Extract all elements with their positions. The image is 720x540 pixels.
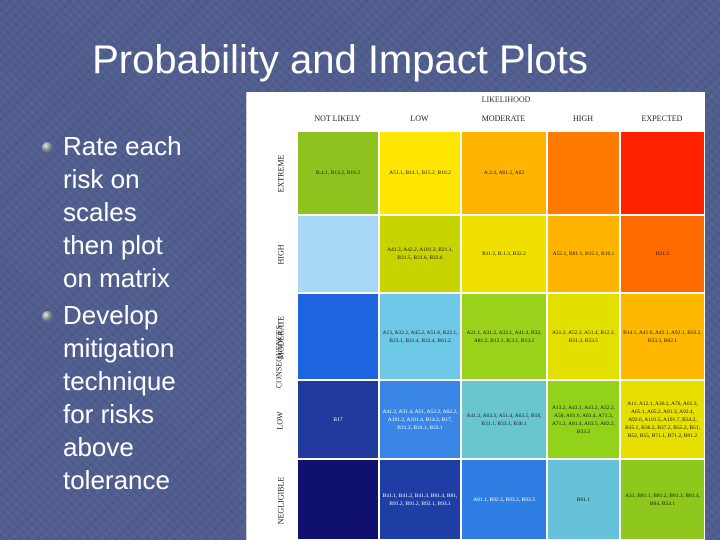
sphere-bullet-icon xyxy=(42,142,53,153)
matrix-cell: B61.1 xyxy=(547,459,620,540)
matrix-cell: B14.1, A41.6, A42.1, A92.1, B33.2, B33.3… xyxy=(620,293,705,380)
row-header-low: LOW xyxy=(264,380,297,459)
matrix-cell xyxy=(297,293,379,380)
sphere-bullet-icon xyxy=(42,311,53,322)
bullet-item: Develop mitigation technique for risks a… xyxy=(42,299,242,497)
matrix-cell: A13, A32.2, A45.2, A51.6, B22.1, B23.1, … xyxy=(379,293,461,380)
matrix-cell: A41.3, A42.2, A101.3, B21.1, B31.5, B31.… xyxy=(379,215,461,293)
matrix-cell: A55.1, B81.1, B15.1, B16.1 xyxy=(547,215,620,293)
slide-title: Probability and Impact Plots xyxy=(92,38,588,82)
matrix-cell: B17 xyxy=(297,380,379,459)
matrix-cell: A31.2, A52.2, A51.4, B12.2, B31.3, B33.5 xyxy=(547,293,620,380)
row-header-extreme: EXTREME xyxy=(264,131,297,215)
matrix-cell: A41.3, A63.3, A51.4, A63.5, B18, B31.1, … xyxy=(461,380,547,459)
bullet-list: Rate each risk on scales then plot on ma… xyxy=(42,130,242,501)
matrix-cell xyxy=(620,131,705,215)
row-header-negligible: NEGLIGIBLE xyxy=(264,459,297,540)
matrix-cell: A.2.3, A61.2, A62 xyxy=(461,131,547,215)
row-header-label: HIGH xyxy=(276,244,285,265)
matrix-cell: A51.1, B14.1, B15.2, B16.2 xyxy=(379,131,461,215)
matrix-cell: B41.1, B41.2, B41.3, B61.4, B81, B91.2, … xyxy=(379,459,461,540)
row-header-label: NEGLIGIBLE xyxy=(276,476,286,524)
risk-matrix: LIKELIHOOD CONSEQUENCES NOT LIKELY LOW MOD… xyxy=(246,92,705,540)
matrix-cell: B11.2, B.1.3, B32.2 xyxy=(461,215,547,293)
likelihood-label: LIKELIHOOD xyxy=(481,95,531,104)
row-header-high: HIGH xyxy=(264,215,297,293)
matrix-cell: A11, A12.1, A36.2, A76, A61.3, A65.1, A6… xyxy=(620,380,705,459)
bullet-text: Rate each risk on scales then plot on ma… xyxy=(63,131,182,293)
column-header-moderate: MODERATE xyxy=(461,105,547,131)
bullet-item: Rate each risk on scales then plot on ma… xyxy=(42,130,242,295)
row-header-label: MODERATE xyxy=(276,315,285,359)
row-header-label: EXTREME xyxy=(276,154,285,193)
matrix-cell xyxy=(547,131,620,215)
row-header-label: LOW xyxy=(276,410,285,430)
column-header-expected: EXPECTED xyxy=(620,105,705,131)
matrix-cell: A21.1, A31.2, A32.1, A41.4, B32, A81.2, … xyxy=(461,293,547,380)
matrix-cell: B21.2 xyxy=(620,215,705,293)
matrix-cell: A13.2, A43.1, A41.2, A52.2, A56, A61.6, … xyxy=(547,380,620,459)
column-header-not-likely: NOT LIKELY xyxy=(297,105,379,131)
matrix-cell: A31, B81.1, B81.2, B81.3, B81.4, B84, B5… xyxy=(620,459,705,540)
matrix-cell xyxy=(297,459,379,540)
matrix-cell: B.4.1, B13.2, B16.2 xyxy=(297,131,379,215)
bullet-text: Develop mitigation technique for risks a… xyxy=(63,300,176,495)
matrix-cell: A81.1, B92.3, B93.2, B93.3 xyxy=(461,459,547,540)
row-header-moderate: MODERATE xyxy=(264,293,297,380)
matrix-cell: A41.2, A31.4, A51, A52.2, A62.2, A101.2,… xyxy=(379,380,461,459)
column-header-high: HIGH xyxy=(547,105,620,131)
matrix-cell xyxy=(297,215,379,293)
column-header-low: LOW xyxy=(379,105,461,131)
